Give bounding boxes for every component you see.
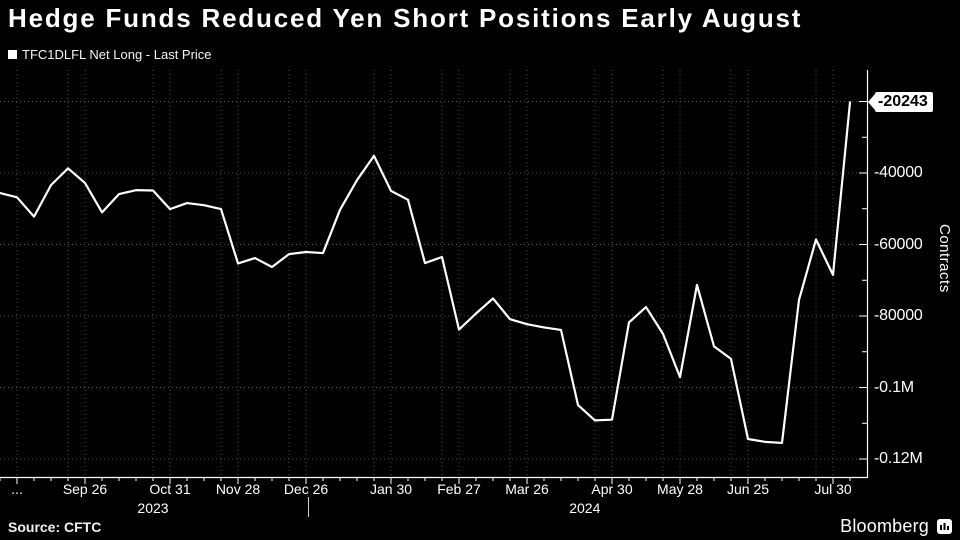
year-divider — [307, 497, 309, 517]
source-note: Source: CFTC — [8, 519, 102, 535]
legend: TFC1DLFL Net Long - Last Price — [8, 47, 212, 62]
x-axis-label: May 28 — [657, 481, 703, 497]
bloomberg-logo: Bloomberg — [840, 516, 952, 537]
y-axis-label: -0.12M — [874, 450, 923, 467]
legend-swatch-icon — [8, 50, 17, 59]
x-axis-label: Jan 30 — [369, 481, 413, 497]
x-axis-label: Apr 30 — [591, 481, 633, 497]
y-axis-label: -60000 — [874, 235, 923, 253]
plot-area — [0, 70, 869, 484]
year-label: 2023 — [137, 500, 169, 516]
x-axis-label: Jun 25 — [726, 481, 770, 497]
x-axis-label: Feb 27 — [437, 481, 481, 497]
x-axis-label: Mar 26 — [505, 481, 549, 497]
chart-title: Hedge Funds Reduced Yen Short Positions … — [8, 3, 803, 33]
bloomberg-chart-icon — [937, 519, 952, 534]
x-axis-label: Nov 28 — [215, 481, 261, 497]
bloomberg-logo-text: Bloomberg — [840, 516, 929, 536]
y-axis-label: -40000 — [874, 164, 923, 181]
x-axis-label: Oct 31 — [149, 481, 191, 497]
y-axis-label: -80000 — [874, 307, 923, 324]
price-line — [0, 101, 852, 445]
year-label: 2024 — [569, 500, 601, 516]
y-axis-label: -0.1M — [874, 378, 914, 396]
x-axis-label: Dec 26 — [283, 481, 329, 497]
y-axis-title: Contracts — [936, 224, 953, 293]
legend-label: TFC1DLFL Net Long - Last Price — [22, 47, 212, 62]
x-axis-label: Sep 26 — [62, 481, 108, 497]
chart-canvas — [0, 70, 869, 484]
last-price-label: -20243 — [875, 92, 933, 113]
x-axis-label: ... — [11, 481, 23, 497]
x-axis-label: Jul 30 — [814, 481, 852, 497]
